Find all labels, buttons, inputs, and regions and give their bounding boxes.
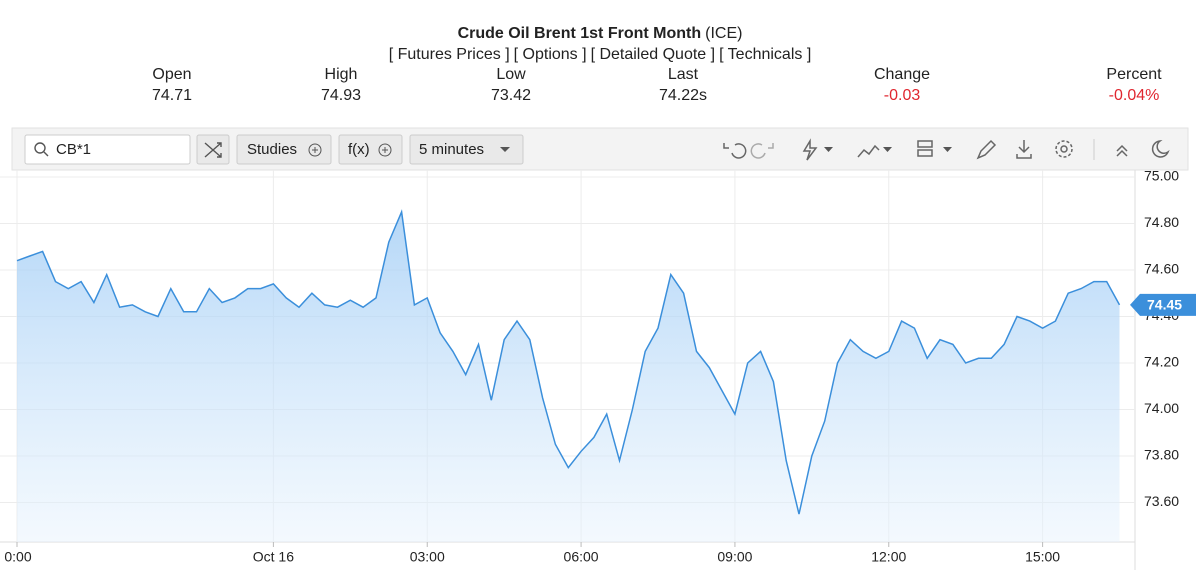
quote-link[interactable]: [ Options ] bbox=[514, 46, 587, 63]
last-price-label: 74.45 bbox=[1147, 297, 1182, 313]
y-tick-label: 73.80 bbox=[1144, 447, 1179, 463]
quote-link[interactable]: [ Technicals ] bbox=[719, 46, 811, 63]
chart-type-icon[interactable] bbox=[857, 144, 880, 158]
interval-label: 5 minutes bbox=[419, 141, 484, 158]
stat-label: Open bbox=[152, 66, 191, 83]
plus-icon bbox=[382, 147, 388, 153]
plus-icon bbox=[378, 143, 392, 157]
stat-value: -0.04% bbox=[1109, 87, 1160, 104]
y-tick-label: 74.20 bbox=[1144, 354, 1179, 370]
plus-icon bbox=[312, 147, 318, 153]
interval-dropdown[interactable] bbox=[409, 134, 524, 165]
stat-value: 74.71 bbox=[152, 87, 192, 104]
draw-icon[interactable] bbox=[976, 139, 997, 160]
plus-icon bbox=[308, 143, 322, 157]
stat-value: -0.03 bbox=[884, 87, 921, 104]
y-tick-label: 73.60 bbox=[1144, 493, 1179, 509]
dropdown-arrow bbox=[500, 147, 510, 152]
compare-icon bbox=[204, 142, 222, 158]
stat-label: Low bbox=[496, 66, 526, 83]
dropdown-arrow bbox=[943, 147, 952, 152]
fx-button[interactable] bbox=[338, 134, 403, 165]
dropdown-arrow bbox=[824, 147, 833, 152]
quote-link[interactable]: [ Futures Prices ] bbox=[389, 46, 510, 63]
studies-button[interactable] bbox=[236, 134, 332, 165]
search-icon bbox=[43, 151, 49, 157]
studies-label: Studies bbox=[247, 141, 297, 158]
theme-icon[interactable] bbox=[1151, 140, 1170, 158]
y-tick-label: 75.00 bbox=[1144, 168, 1179, 184]
search-icon bbox=[34, 142, 46, 154]
last-price-tag bbox=[1130, 293, 1196, 316]
title-name: Crude Oil Brent 1st Front Month bbox=[458, 25, 702, 42]
y-tick-label: 74.60 bbox=[1144, 261, 1179, 277]
download-icon[interactable] bbox=[1016, 140, 1032, 159]
redo-icon[interactable] bbox=[750, 143, 774, 159]
x-tick-label: Oct 16 bbox=[253, 549, 294, 565]
exchange: (ICE) bbox=[705, 25, 742, 42]
x-tick-label: 15:00 bbox=[1025, 549, 1060, 565]
undo-icon[interactable] bbox=[723, 143, 747, 159]
y-tick-label: 74.00 bbox=[1144, 400, 1179, 416]
stat-value: 74.93 bbox=[321, 87, 361, 104]
dropdown-arrows bbox=[824, 147, 952, 152]
stat-label: Change bbox=[874, 66, 930, 83]
symbol: CB*1 bbox=[56, 141, 91, 158]
y-tick-label: 74.80 bbox=[1144, 214, 1179, 230]
stat-value: 74.22s bbox=[659, 87, 707, 104]
stat-label: Last bbox=[668, 66, 699, 83]
x-tick-label: 0:00 bbox=[4, 549, 31, 565]
flash-icon[interactable] bbox=[802, 138, 818, 161]
plot: 75.0074.8074.6074.4074.2074.0073.8073.60… bbox=[0, 168, 1196, 565]
links: [ Futures Prices ][ Options ][ Detailed … bbox=[389, 46, 812, 63]
area bbox=[17, 211, 1120, 542]
collapse-icon[interactable] bbox=[1116, 144, 1128, 157]
x-tick-label: 03:00 bbox=[410, 549, 445, 565]
stat-label: High bbox=[325, 66, 358, 83]
x-tick-label: 12:00 bbox=[871, 549, 906, 565]
fx-label: f(x) bbox=[348, 141, 370, 158]
settings-icon[interactable] bbox=[1060, 145, 1068, 153]
dropdown-arrow bbox=[883, 147, 892, 152]
layout-icon[interactable] bbox=[917, 140, 933, 157]
title: Crude Oil Brent 1st Front Month (ICE) bbox=[458, 25, 743, 42]
settings-icon[interactable] bbox=[1055, 140, 1073, 158]
x-tick-label: 09:00 bbox=[717, 549, 752, 565]
price-line bbox=[16, 209, 1121, 515]
symbol-search[interactable] bbox=[24, 134, 191, 165]
stat-label: Percent bbox=[1106, 66, 1162, 83]
x-tick-label: 06:00 bbox=[564, 549, 599, 565]
quote-link[interactable]: [ Detailed Quote ] bbox=[591, 46, 716, 63]
stat-value: 73.42 bbox=[491, 87, 531, 104]
